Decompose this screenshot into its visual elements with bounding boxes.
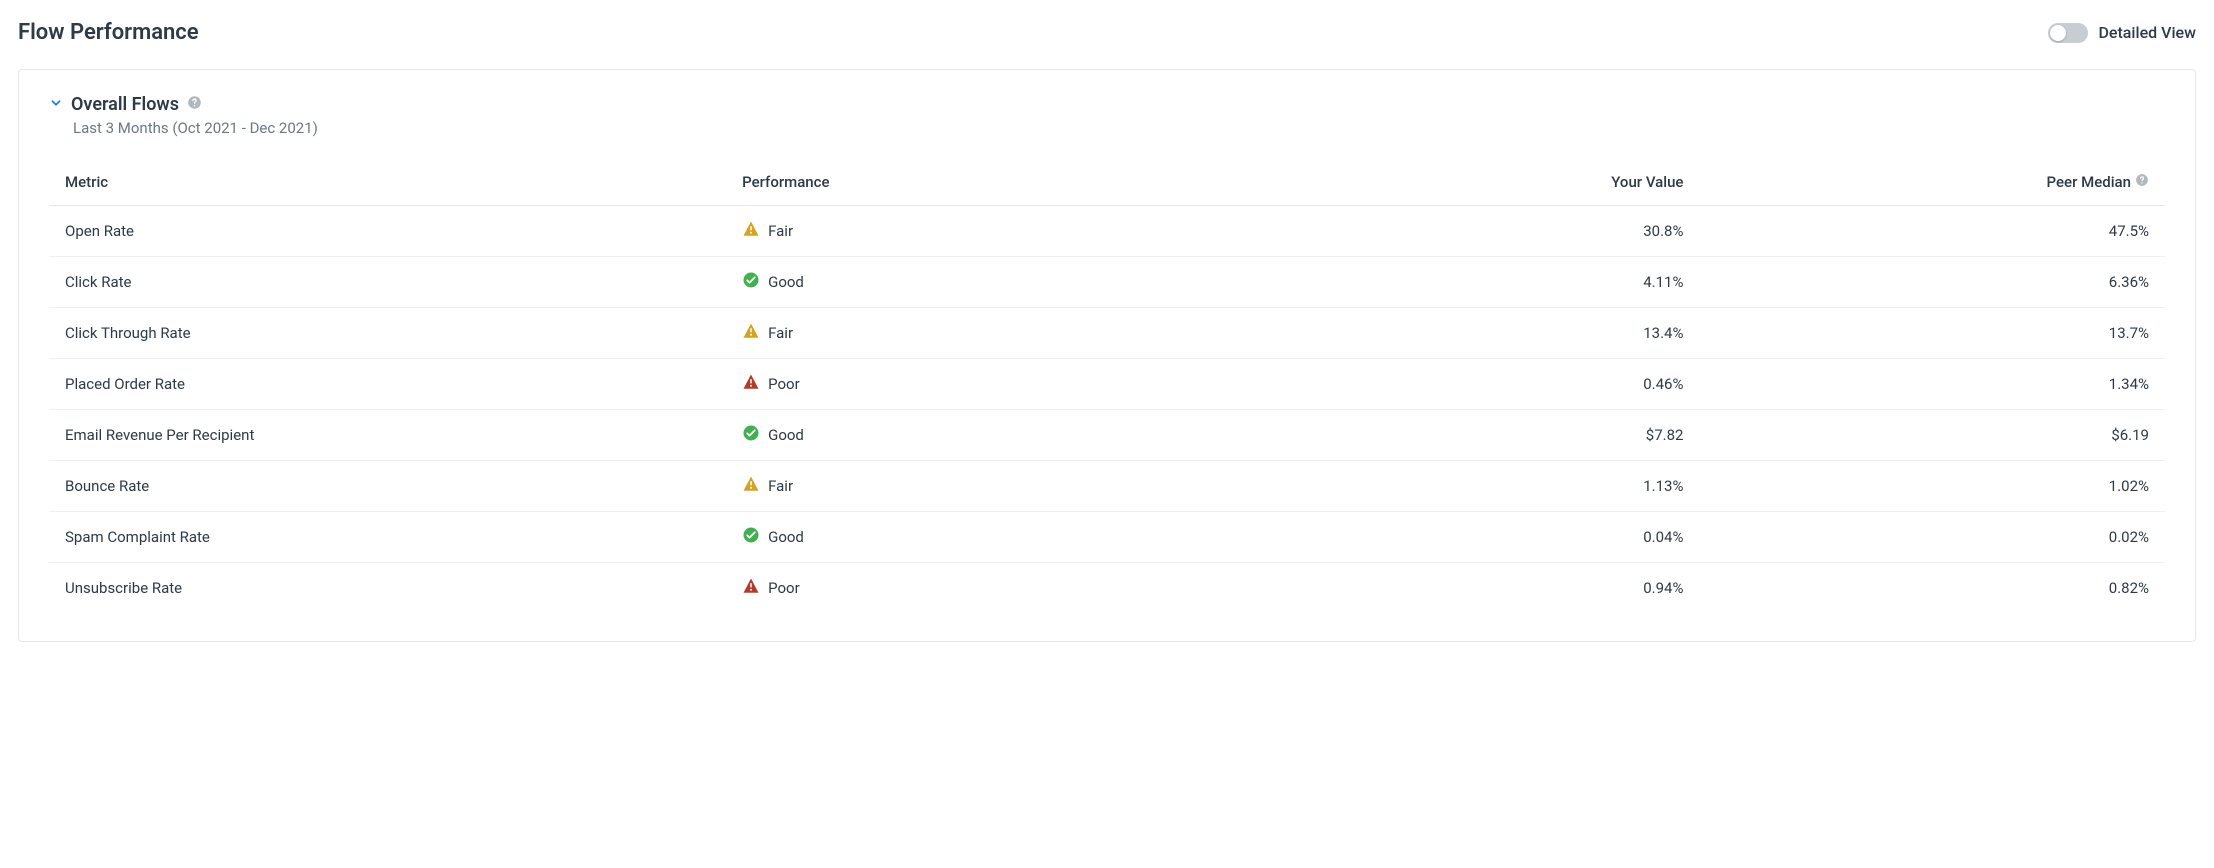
performance-label: Good — [768, 528, 804, 546]
your-value: 1.13% — [1234, 461, 1700, 512]
good-icon — [742, 271, 760, 293]
peer-median-value: 47.5% — [1699, 206, 2165, 257]
peer-median-value: 1.34% — [1699, 359, 2165, 410]
performance-cell: Poor — [726, 359, 1234, 410]
peer-median-value: 0.02% — [1699, 512, 2165, 563]
peer-median-value: 0.82% — [1699, 563, 2165, 614]
performance-label: Good — [768, 273, 804, 291]
performance-label: Fair — [768, 324, 793, 342]
metric-name: Click Rate — [49, 257, 726, 308]
metric-name: Click Through Rate — [49, 308, 726, 359]
section-header: Overall Flows — [49, 94, 2165, 115]
performance-cell: Poor — [726, 563, 1234, 614]
table-row: Placed Order Rate Poor 0.46%1.34% — [49, 359, 2165, 410]
detailed-view-toggle-label: Detailed View — [2098, 23, 2196, 42]
performance-cell: Fair — [726, 461, 1234, 512]
your-value: 13.4% — [1234, 308, 1700, 359]
column-header-metric: Metric — [49, 161, 726, 206]
table-row: Unsubscribe Rate Poor 0.94%0.82% — [49, 563, 2165, 614]
page-title: Flow Performance — [18, 20, 199, 45]
chevron-down-icon[interactable] — [49, 95, 63, 114]
performance-cell: Good — [726, 512, 1234, 563]
metric-name: Email Revenue Per Recipient — [49, 410, 726, 461]
performance-label: Fair — [768, 222, 793, 240]
metric-name: Placed Order Rate — [49, 359, 726, 410]
page-header: Flow Performance Detailed View — [18, 20, 2196, 45]
your-value: $7.82 — [1234, 410, 1700, 461]
fair-icon — [742, 322, 760, 344]
help-icon[interactable] — [187, 95, 202, 114]
metric-name: Bounce Rate — [49, 461, 726, 512]
peer-median-value: 6.36% — [1699, 257, 2165, 308]
good-icon — [742, 424, 760, 446]
your-value: 0.46% — [1234, 359, 1700, 410]
table-row: Spam Complaint Rate Good 0.04%0.02% — [49, 512, 2165, 563]
detailed-view-toggle[interactable] — [2048, 23, 2088, 43]
metric-name: Spam Complaint Rate — [49, 512, 726, 563]
table-row: Open Rate Fair 30.8%47.5% — [49, 206, 2165, 257]
detailed-view-toggle-group: Detailed View — [2048, 23, 2196, 43]
performance-cell: Good — [726, 410, 1234, 461]
fair-icon — [742, 475, 760, 497]
column-header-peer-median: Peer Median — [1699, 161, 2165, 206]
table-header-row: Metric Performance Your Value Peer Media… — [49, 161, 2165, 206]
your-value: 4.11% — [1234, 257, 1700, 308]
peer-median-value: 13.7% — [1699, 308, 2165, 359]
table-row: Bounce Rate Fair 1.13%1.02% — [49, 461, 2165, 512]
performance-label: Poor — [768, 375, 800, 393]
column-header-performance: Performance — [726, 161, 1234, 206]
performance-cell: Fair — [726, 308, 1234, 359]
help-icon[interactable] — [2135, 173, 2149, 191]
poor-icon — [742, 373, 760, 395]
table-row: Click Rate Good 4.11%6.36% — [49, 257, 2165, 308]
your-value: 0.94% — [1234, 563, 1700, 614]
performance-label: Poor — [768, 579, 800, 597]
your-value: 30.8% — [1234, 206, 1700, 257]
your-value: 0.04% — [1234, 512, 1700, 563]
performance-cell: Good — [726, 257, 1234, 308]
section-subtitle: Last 3 Months (Oct 2021 - Dec 2021) — [73, 119, 2165, 137]
metric-name: Open Rate — [49, 206, 726, 257]
overall-flows-card: Overall Flows Last 3 Months (Oct 2021 - … — [18, 69, 2196, 642]
column-header-your-value: Your Value — [1234, 161, 1700, 206]
good-icon — [742, 526, 760, 548]
metric-name: Unsubscribe Rate — [49, 563, 726, 614]
performance-label: Fair — [768, 477, 793, 495]
table-row: Email Revenue Per Recipient Good $7.82$6.1… — [49, 410, 2165, 461]
poor-icon — [742, 577, 760, 599]
metrics-table: Metric Performance Your Value Peer Media… — [49, 161, 2165, 613]
fair-icon — [742, 220, 760, 242]
section-title: Overall Flows — [71, 94, 179, 115]
toggle-knob — [2050, 25, 2066, 41]
table-row: Click Through Rate Fair 13.4%13.7% — [49, 308, 2165, 359]
peer-median-label: Peer Median — [2047, 173, 2131, 191]
performance-label: Good — [768, 426, 804, 444]
performance-cell: Fair — [726, 206, 1234, 257]
peer-median-value: 1.02% — [1699, 461, 2165, 512]
peer-median-value: $6.19 — [1699, 410, 2165, 461]
